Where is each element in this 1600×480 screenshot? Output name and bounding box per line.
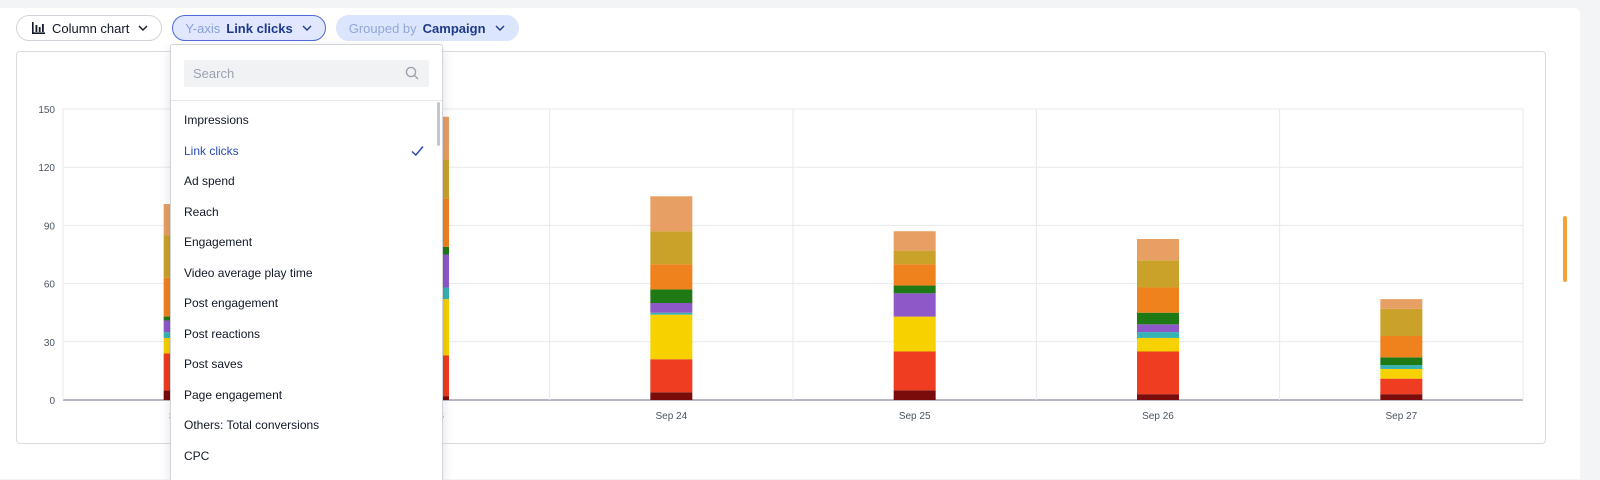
y-tick-label: 60 bbox=[44, 280, 56, 291]
bar-segment bbox=[650, 264, 693, 290]
bar-segment bbox=[1137, 332, 1179, 338]
yaxis-prefix: Y-axis bbox=[185, 20, 221, 36]
y-tick-label: 0 bbox=[49, 396, 55, 407]
metric-option-label: Others: Total conversions bbox=[184, 418, 320, 432]
side-panel-handle[interactable] bbox=[1563, 216, 1567, 282]
bar-segment bbox=[1137, 287, 1179, 313]
metric-option[interactable]: Link clicks bbox=[171, 136, 442, 167]
y-tick-label: 30 bbox=[44, 338, 56, 349]
metric-option-label: Page engagement bbox=[184, 387, 283, 402]
bar-segment bbox=[1137, 394, 1179, 400]
bar-segment bbox=[1137, 324, 1179, 333]
group-by-value: Campaign bbox=[422, 20, 486, 36]
dropdown-scrollbar[interactable] bbox=[437, 102, 440, 146]
checkmark-icon bbox=[411, 145, 424, 156]
metric-option[interactable]: Post reactions bbox=[171, 319, 442, 350]
bar-segment bbox=[1380, 365, 1423, 369]
yaxis-dropdown-menu: Impressions Link clicks Ad spend Reach Engag… bbox=[170, 44, 443, 480]
metric-option[interactable]: Ad spend bbox=[171, 166, 442, 197]
yaxis-value: Link clicks bbox=[226, 20, 293, 36]
metric-option-label: Post saves bbox=[184, 357, 243, 371]
x-tick-label: Sep 24 bbox=[655, 411, 687, 422]
metric-option-label: Impressions bbox=[184, 113, 249, 127]
search-icon bbox=[405, 66, 419, 80]
metric-option[interactable]: Impressions bbox=[171, 105, 442, 136]
bar-segment bbox=[1137, 312, 1179, 325]
bar-segment bbox=[1137, 260, 1179, 288]
bar-segment bbox=[1380, 378, 1423, 395]
bar-segment bbox=[650, 312, 693, 315]
metric-option-label: Link clicks bbox=[184, 143, 239, 158]
chart-type-label: Column chart bbox=[52, 20, 130, 36]
bar-segment bbox=[650, 289, 693, 303]
bar-segment bbox=[1380, 308, 1423, 336]
metric-option-label: Ad spend bbox=[184, 174, 235, 188]
bar-segment bbox=[1380, 368, 1423, 379]
bar-segment bbox=[1380, 299, 1423, 309]
group-by-prefix: Grouped by bbox=[348, 20, 417, 36]
metric-option[interactable]: Reach bbox=[171, 197, 442, 228]
chevron-down-icon bbox=[138, 25, 148, 31]
chevron-down-icon bbox=[302, 25, 312, 31]
chevron-down-icon bbox=[495, 25, 505, 31]
bar-segment bbox=[893, 264, 936, 286]
bar-segment bbox=[1137, 238, 1179, 261]
bar-segment bbox=[893, 351, 936, 391]
metric-option[interactable]: Others: Total conversions bbox=[171, 410, 442, 441]
yaxis-selector-button[interactable]: Y-axis Link clicks bbox=[172, 15, 326, 41]
group-by-button[interactable]: Grouped by Campaign bbox=[335, 15, 519, 41]
y-tick-label: 90 bbox=[44, 221, 56, 232]
bar-segment bbox=[893, 231, 936, 251]
metric-option[interactable]: CPC bbox=[171, 441, 442, 472]
bar-segment bbox=[650, 359, 693, 393]
x-tick-label: Sep 26 bbox=[1142, 411, 1174, 422]
metric-option-label: Post engagement bbox=[184, 296, 279, 310]
metric-option-label: Reach bbox=[184, 204, 219, 219]
bar-segment bbox=[1137, 351, 1179, 395]
bar-segment bbox=[1380, 357, 1423, 366]
metric-option[interactable]: Post saves bbox=[171, 349, 442, 380]
bar-segment bbox=[1137, 337, 1179, 352]
bar-segment bbox=[893, 285, 936, 294]
metric-option[interactable]: Video average play time bbox=[171, 258, 442, 289]
x-tick-label: Sep 27 bbox=[1385, 411, 1417, 422]
chart-type-button[interactable]: Column chart bbox=[16, 15, 163, 41]
chart-toolbar: Column chart Y-axis Link clicks Grouped … bbox=[16, 15, 519, 41]
metric-option-label: CPC bbox=[184, 448, 210, 463]
y-tick-label: 120 bbox=[38, 163, 55, 174]
dropdown-divider bbox=[171, 100, 442, 101]
metric-option-label: Video average play time bbox=[184, 265, 313, 280]
bar-segment bbox=[650, 231, 693, 265]
bar-segment bbox=[893, 316, 936, 352]
metric-option-label: Post reactions bbox=[184, 326, 261, 341]
metric-search-input[interactable] bbox=[184, 60, 429, 87]
metric-option[interactable]: Page engagement bbox=[171, 380, 442, 411]
metric-option[interactable]: Post engagement bbox=[171, 288, 442, 319]
x-tick-label: Sep 25 bbox=[899, 411, 931, 422]
metric-option[interactable]: Engagement bbox=[171, 227, 442, 258]
bar-segment bbox=[1380, 335, 1423, 358]
bar-segment bbox=[650, 392, 693, 400]
metric-option-label: Engagement bbox=[184, 235, 253, 249]
dropdown-search bbox=[184, 60, 429, 87]
bar-segment bbox=[893, 390, 936, 400]
bar-segment bbox=[650, 303, 693, 313]
y-tick-label: 150 bbox=[38, 105, 55, 116]
metric-list: Impressions Link clicks Ad spend Reach Engag… bbox=[171, 105, 442, 471]
bar-segment bbox=[893, 293, 936, 317]
bar-segment bbox=[650, 196, 693, 232]
bar-segment bbox=[650, 314, 693, 360]
bar-segment bbox=[1380, 394, 1423, 400]
bar-segment bbox=[893, 250, 936, 265]
column-chart-icon bbox=[32, 22, 45, 34]
